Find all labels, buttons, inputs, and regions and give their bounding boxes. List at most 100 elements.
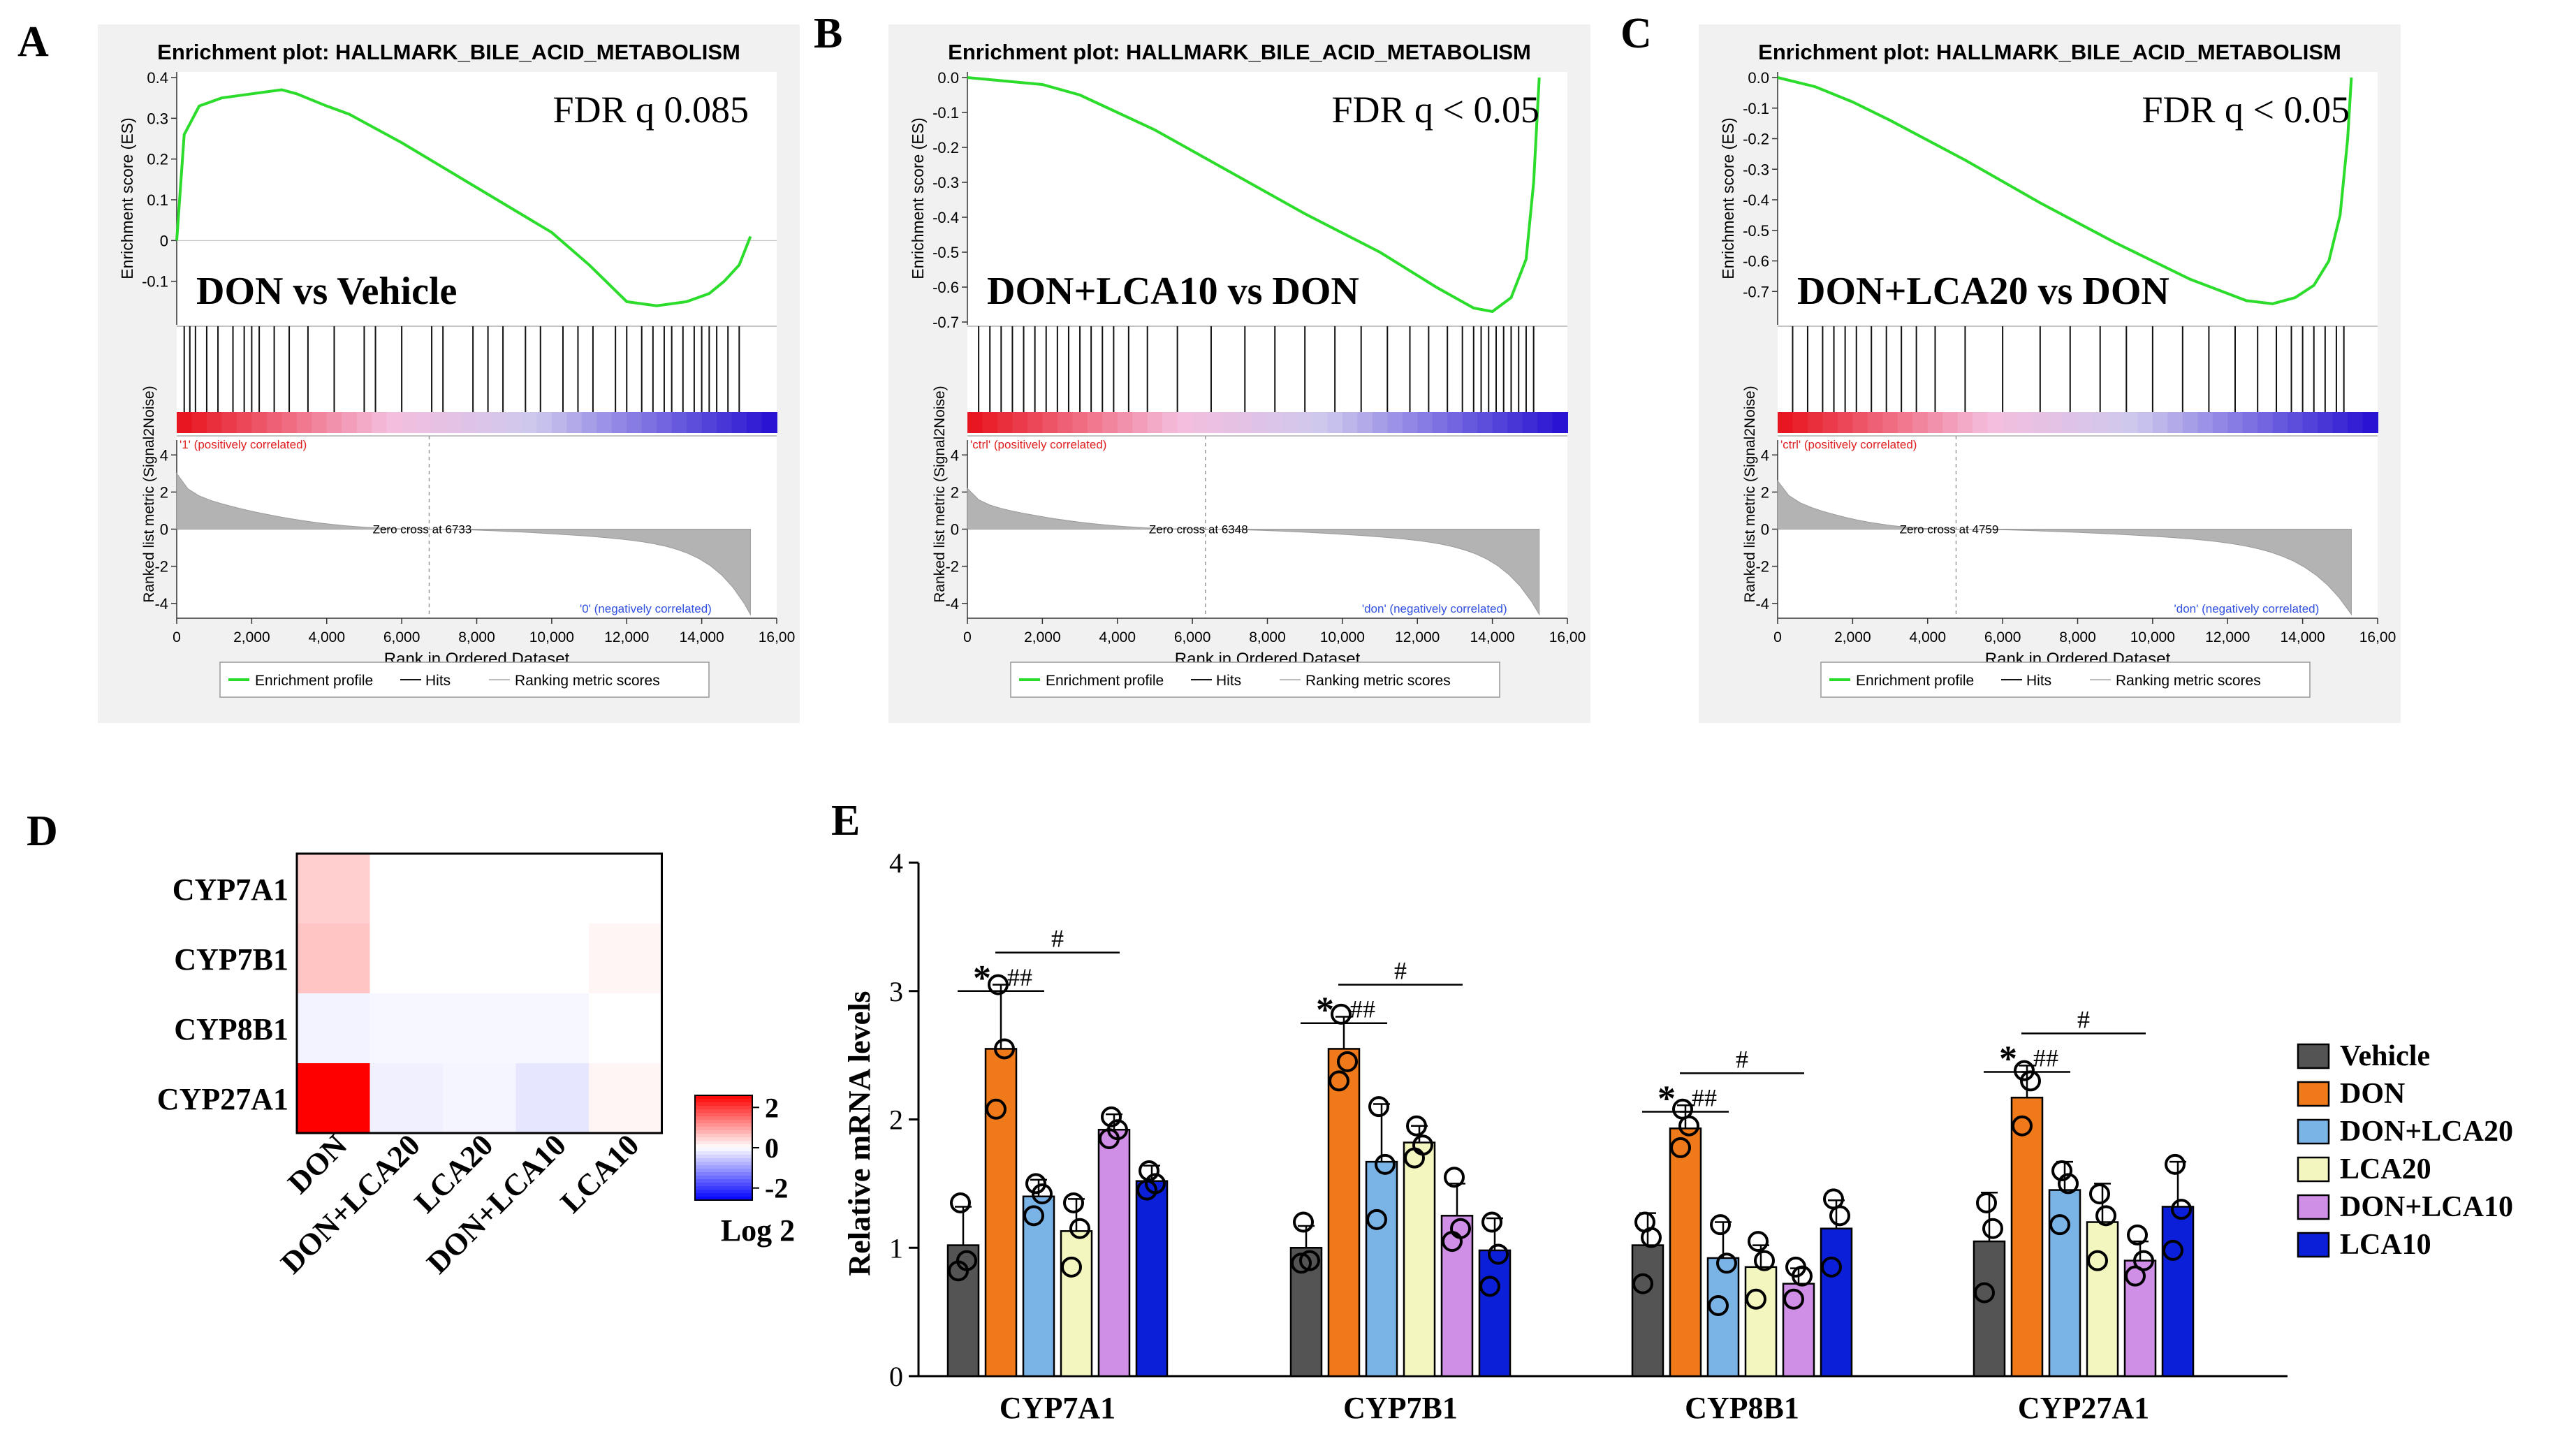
data-point (1032, 1183, 1053, 1205)
data-point (1783, 1288, 1804, 1310)
colorbar-label: Log 2 (721, 1213, 795, 1248)
rank-color-segment (1462, 412, 1479, 433)
gsea-panel-b: Enrichment plot: HALLMARK_BILE_ACID_META… (888, 24, 1590, 723)
legend-swatch (2297, 1232, 2330, 1258)
data-point (2125, 1265, 2146, 1287)
bar (1706, 1257, 1740, 1378)
negative-correlation-label: 'don' (negatively correlated) (1362, 602, 1507, 615)
es-tick-label: -0.2 (1743, 131, 1769, 148)
data-point (1366, 1208, 1387, 1230)
rank-color-segment (2152, 412, 2169, 433)
data-point (1099, 1128, 1120, 1150)
metric-axis-label: Ranked list metric (Signal2Noise) (1742, 386, 1758, 602)
rank-color-segment (1102, 412, 1118, 433)
rank-color-segment (177, 412, 193, 433)
category-label: CYP8B1 (1685, 1391, 1799, 1425)
rank-color-segment (296, 412, 313, 433)
enrichment-profile-line (967, 76, 1541, 314)
heatmap-cell (297, 923, 370, 994)
colorbar-segment (695, 1123, 752, 1127)
legend-box (219, 662, 710, 698)
colorbar-tick-label: -2 (765, 1173, 788, 1204)
data-point (2162, 1239, 2183, 1261)
category-label: CYP7A1 (1000, 1391, 1115, 1425)
bar (2123, 1259, 2157, 1378)
rank-color-segment (476, 412, 492, 433)
x-tick-label: 0 (1773, 629, 1782, 645)
bar (1478, 1249, 1512, 1378)
rank-color-segment (1282, 412, 1298, 433)
rank-color-segment (2107, 412, 2123, 433)
x-tick-label: 14,000 (2281, 629, 2325, 645)
rank-color-segment (1537, 412, 1553, 433)
data-point (2012, 1115, 2033, 1137)
rank-color-segment (967, 412, 983, 433)
rank-color-segment (551, 412, 568, 433)
data-point (2127, 1224, 2148, 1246)
rank-color-segment (1027, 412, 1044, 433)
rank-color-segment (1087, 412, 1104, 433)
heatmap-cell (297, 1063, 370, 1134)
rank-color-segment (432, 412, 448, 433)
rank-color-segment (1912, 412, 1929, 433)
panel-letter-b: B (814, 10, 842, 57)
x-tick-label: 2,000 (233, 629, 270, 645)
rank-color-segment (1402, 412, 1419, 433)
es-tick-label: -0.3 (932, 174, 959, 191)
rank-color-segment (2167, 412, 2183, 433)
colorbar-segment (695, 1137, 752, 1141)
data-point (1406, 1115, 1427, 1137)
rank-color-segment (251, 412, 268, 433)
zero-cross-label: Zero cross at 6348 (1149, 523, 1248, 536)
significance-marker: * (1999, 1039, 2017, 1079)
heatmap-row-label: CYP8B1 (174, 1012, 288, 1046)
rank-color-segment (1927, 412, 1944, 433)
es-tick-label: 0.4 (147, 69, 168, 87)
data-point (1368, 1096, 1389, 1118)
rank-color-segment (416, 412, 433, 433)
rank-color-segment (2288, 412, 2304, 433)
colorbar-segment (695, 1130, 752, 1134)
rank-color-segment (386, 412, 403, 433)
rank-color-segment (2063, 412, 2079, 433)
data-point (2165, 1153, 2186, 1175)
rank-color-segment (1237, 412, 1254, 433)
data-point (1293, 1211, 1314, 1233)
rank-color-segment (1867, 412, 1884, 433)
significance-marker: # (1394, 957, 1407, 985)
positive-correlation-label: 'ctrl' (positively correlated) (970, 438, 1106, 451)
rank-color-segment (1432, 412, 1449, 433)
rank-color-segment (597, 412, 613, 433)
rank-color-segment (2092, 412, 2109, 433)
bar (1631, 1244, 1664, 1378)
heatmap-cell (515, 854, 590, 924)
rank-color-segment (1072, 412, 1088, 433)
metric-tick-label: 0 (160, 521, 168, 539)
heatmap-cell (515, 923, 590, 994)
data-point (994, 1038, 1015, 1060)
colorbar-segment (695, 1102, 752, 1107)
x-tick-label: 14,000 (1470, 629, 1515, 645)
zero-cross-label: Zero cross at 6733 (373, 523, 472, 536)
colorbar-segment (695, 1134, 752, 1138)
colorbar-segment (695, 1113, 752, 1117)
data-point (2133, 1250, 2154, 1271)
bar (1782, 1283, 1815, 1378)
legend-label: Hits (2026, 673, 2051, 689)
heatmap-column-label: LCA10 (554, 1127, 645, 1219)
colorbar-tick-label: 0 (765, 1132, 779, 1164)
rank-color-segment (1222, 412, 1238, 433)
rank-color-segment (1267, 412, 1283, 433)
rank-color-segment (657, 412, 673, 433)
heatmap-cell (589, 1063, 662, 1134)
panel-title: Enrichment plot: HALLMARK_BILE_ACID_META… (948, 40, 1531, 64)
x-tick-label: 4,000 (1099, 629, 1136, 645)
rank-color-segment (1852, 412, 1868, 433)
metric-tick-label: 0 (1761, 521, 1769, 539)
rank-color-segment (731, 412, 748, 433)
x-tick-label: 6,000 (1984, 629, 2021, 645)
rank-color-segment (1357, 412, 1373, 433)
rank-color-segment (1807, 412, 1824, 433)
rank-color-segment (2017, 412, 2034, 433)
